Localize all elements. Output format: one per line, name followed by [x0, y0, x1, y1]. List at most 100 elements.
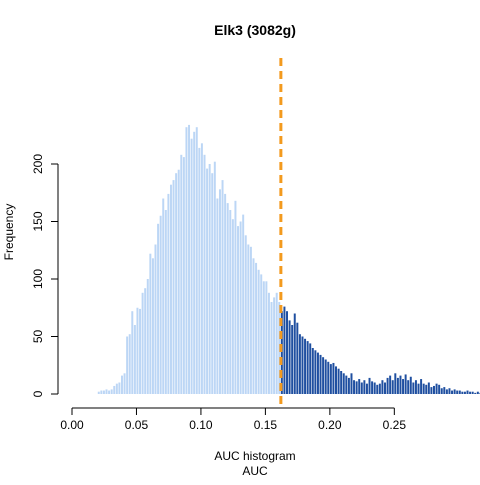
histogram-bar — [123, 373, 126, 394]
histogram-bar — [213, 161, 216, 394]
x-axis-label: AUC histogram — [214, 449, 295, 463]
histogram-bar — [438, 384, 441, 394]
histogram-bar — [353, 380, 356, 394]
histogram-bar — [224, 193, 227, 394]
histogram-bar — [231, 219, 234, 394]
histogram-bar — [435, 383, 438, 394]
x-axis-sublabel: AUC — [242, 464, 268, 478]
histogram-bar — [211, 173, 214, 394]
histogram-bar — [128, 334, 131, 394]
histogram-bar — [216, 198, 219, 394]
histogram-bar — [296, 322, 299, 394]
histogram-bar — [399, 375, 402, 394]
histogram-bar — [218, 189, 221, 394]
histogram-bar — [456, 390, 459, 394]
histogram-bar — [97, 391, 100, 394]
histogram-bar — [244, 235, 247, 394]
histogram-bar — [458, 390, 461, 394]
histogram-bar — [298, 334, 301, 394]
histogram-bar — [332, 362, 335, 394]
histogram-bar — [360, 382, 363, 394]
histogram-bar — [345, 375, 348, 394]
y-axis-label: Frequency — [2, 204, 16, 261]
histogram-bar — [208, 164, 211, 394]
histogram-bar — [376, 384, 379, 394]
x-tick-label: 0.00 — [60, 418, 84, 432]
x-tick-label: 0.10 — [189, 418, 213, 432]
histogram-bar — [188, 124, 191, 395]
histogram-bars — [97, 124, 480, 395]
histogram-bar — [265, 281, 268, 394]
histogram-bar — [386, 377, 389, 394]
histogram-bar — [306, 341, 309, 394]
x-tick-label: 0.05 — [125, 418, 149, 432]
histogram-bar — [322, 357, 325, 394]
histogram-bar — [195, 127, 198, 394]
histogram-bar — [242, 214, 245, 394]
histogram-bar — [139, 308, 142, 394]
histogram-bar — [141, 292, 144, 394]
histogram-bar — [229, 210, 232, 394]
histogram-bar — [404, 374, 407, 394]
histogram-bar — [350, 373, 353, 394]
histogram-bar — [113, 385, 116, 394]
histogram-bar — [288, 320, 291, 394]
histogram-bar — [327, 361, 330, 394]
histogram-bar — [206, 168, 209, 394]
histogram-bar — [278, 302, 281, 394]
histogram-bar — [389, 375, 392, 394]
histogram-bar — [126, 336, 129, 394]
histogram-bar — [433, 385, 435, 394]
histogram-bar — [226, 203, 229, 394]
histogram-bar — [448, 388, 451, 394]
histogram-bar — [358, 379, 361, 394]
histogram-bar — [167, 193, 170, 394]
histogram-bar — [471, 391, 474, 394]
histogram-bar — [151, 258, 154, 394]
histogram-bar — [159, 215, 162, 394]
histogram-bar — [200, 143, 203, 394]
histogram-bar — [180, 154, 183, 394]
histogram-bar — [440, 388, 443, 394]
axes: 0 50 100 150 200 0.00 0.05 0.10 0.15 0.20 0.25 — [31, 154, 406, 432]
histogram-bar — [409, 376, 412, 394]
histogram-bar — [396, 377, 399, 394]
histogram-bar — [100, 390, 103, 394]
histogram-bar — [412, 382, 415, 394]
histogram-bar — [190, 138, 193, 394]
histogram-bar — [291, 325, 294, 394]
histogram-bar — [293, 313, 296, 394]
histogram-bar — [283, 306, 286, 394]
histogram-bar — [257, 269, 260, 394]
histogram-bar — [466, 390, 469, 394]
histogram-bar — [239, 221, 242, 394]
histogram-bar — [237, 226, 240, 394]
histogram-bar — [221, 180, 224, 394]
histogram-bar — [157, 223, 160, 394]
histogram-bar — [417, 383, 420, 394]
histogram-bar — [378, 383, 381, 394]
histogram-bar — [363, 380, 366, 394]
histogram-bar — [144, 288, 147, 394]
histogram-bar — [110, 389, 113, 394]
histogram-bar — [108, 390, 111, 394]
histogram-bar — [105, 389, 108, 394]
histogram-bar — [162, 198, 165, 394]
histogram-bar — [319, 354, 322, 394]
histogram-bar — [461, 391, 464, 394]
histogram-bar — [427, 382, 430, 394]
histogram-bar — [445, 389, 448, 394]
histogram-bar — [474, 392, 477, 394]
histogram-bar — [133, 325, 136, 394]
histogram-bar — [169, 184, 172, 394]
histogram-bar — [420, 379, 423, 394]
histogram-bar — [355, 381, 358, 394]
histogram-bar — [275, 292, 278, 394]
histogram-bar — [316, 352, 319, 394]
histogram-bar — [451, 390, 454, 394]
histogram-bar — [252, 258, 255, 394]
histogram-bar — [381, 380, 384, 394]
histogram-bar — [368, 377, 371, 394]
histogram-bar — [414, 380, 417, 394]
